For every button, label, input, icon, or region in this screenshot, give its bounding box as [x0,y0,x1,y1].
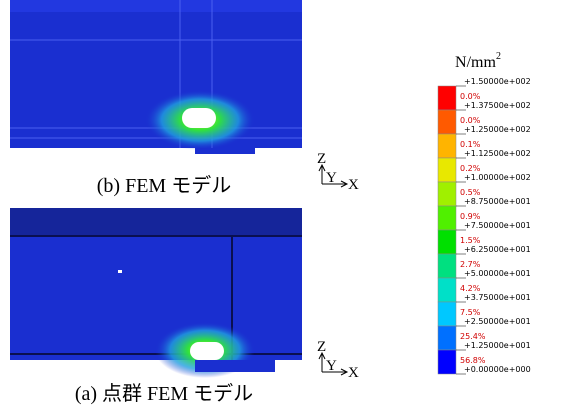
legend-tick-label: +1.50000e+002 [464,77,531,86]
legend-swatch [438,158,456,182]
legend-tick-label: +6.25000e+001 [464,245,531,254]
legend-tick-label: +1.25000e+002 [464,125,531,134]
legend-swatch [438,110,456,134]
axis-label: X [348,365,359,381]
legend-percent: 1.5% [460,236,481,245]
legend-unit: N/mm2 [455,51,501,71]
figure: (b) FEM モデルZYX(a) 点群 FEM モデルZYXN/mm20.0%… [0,0,574,416]
legend-percent: 56.8% [460,356,486,365]
legend-swatch [438,182,456,206]
legend-percent: 0.1% [460,140,481,149]
legend-tick-label: +5.00000e+001 [464,269,531,278]
point-cloud-image [10,208,302,378]
legend-tick-label: +1.25000e+001 [464,341,531,350]
legend-swatch [438,302,456,326]
axis-label: X [348,177,359,193]
legend-percent: 0.9% [460,212,481,221]
legend-tick-label: +1.00000e+002 [464,173,531,182]
legend-tick-label: +1.37500e+002 [464,101,531,110]
axis-label: Z [317,151,326,167]
legend-percent: 2.7% [460,260,481,269]
legend-percent: 4.2% [460,284,481,293]
unit-base: N/mm [455,54,496,71]
legend-percent: 0.0% [460,116,481,125]
legend-tick-label: +3.75000e+001 [464,293,531,302]
legend-swatch [438,206,456,230]
page: {"figures": [ {"caption": "(b) FEM モデル",… [0,0,574,416]
legend-swatch [438,230,456,254]
legend-swatch [438,326,456,350]
legend-percent: 0.5% [460,188,481,197]
legend-swatch [438,254,456,278]
legend-percent: 25.4% [460,332,486,341]
legend-tick-label: +1.12500e+002 [464,149,531,158]
legend-percent: 0.2% [460,164,481,173]
legend-tick-label: +7.50000e+001 [464,221,531,230]
legend-percent: 0.0% [460,92,481,101]
legend-percent: 7.5% [460,308,481,317]
unit-sup: 2 [496,51,501,62]
axis-label: Z [317,339,326,355]
legend-tick-label: +2.50000e+001 [464,317,531,326]
legend-swatch [438,278,456,302]
legend-swatch [438,134,456,158]
axis-label: Y [326,358,337,374]
axis-label: Y [326,170,337,186]
legend-tick-label: +0.00000e+000 [464,365,531,374]
legend-swatch [438,350,456,374]
legend-swatch [438,86,456,110]
caption: (b) FEM モデル [97,174,231,197]
legend-tick-label: +8.75000e+001 [464,197,531,206]
fem-image [10,0,302,154]
caption: (a) 点群 FEM モデル [75,382,253,405]
